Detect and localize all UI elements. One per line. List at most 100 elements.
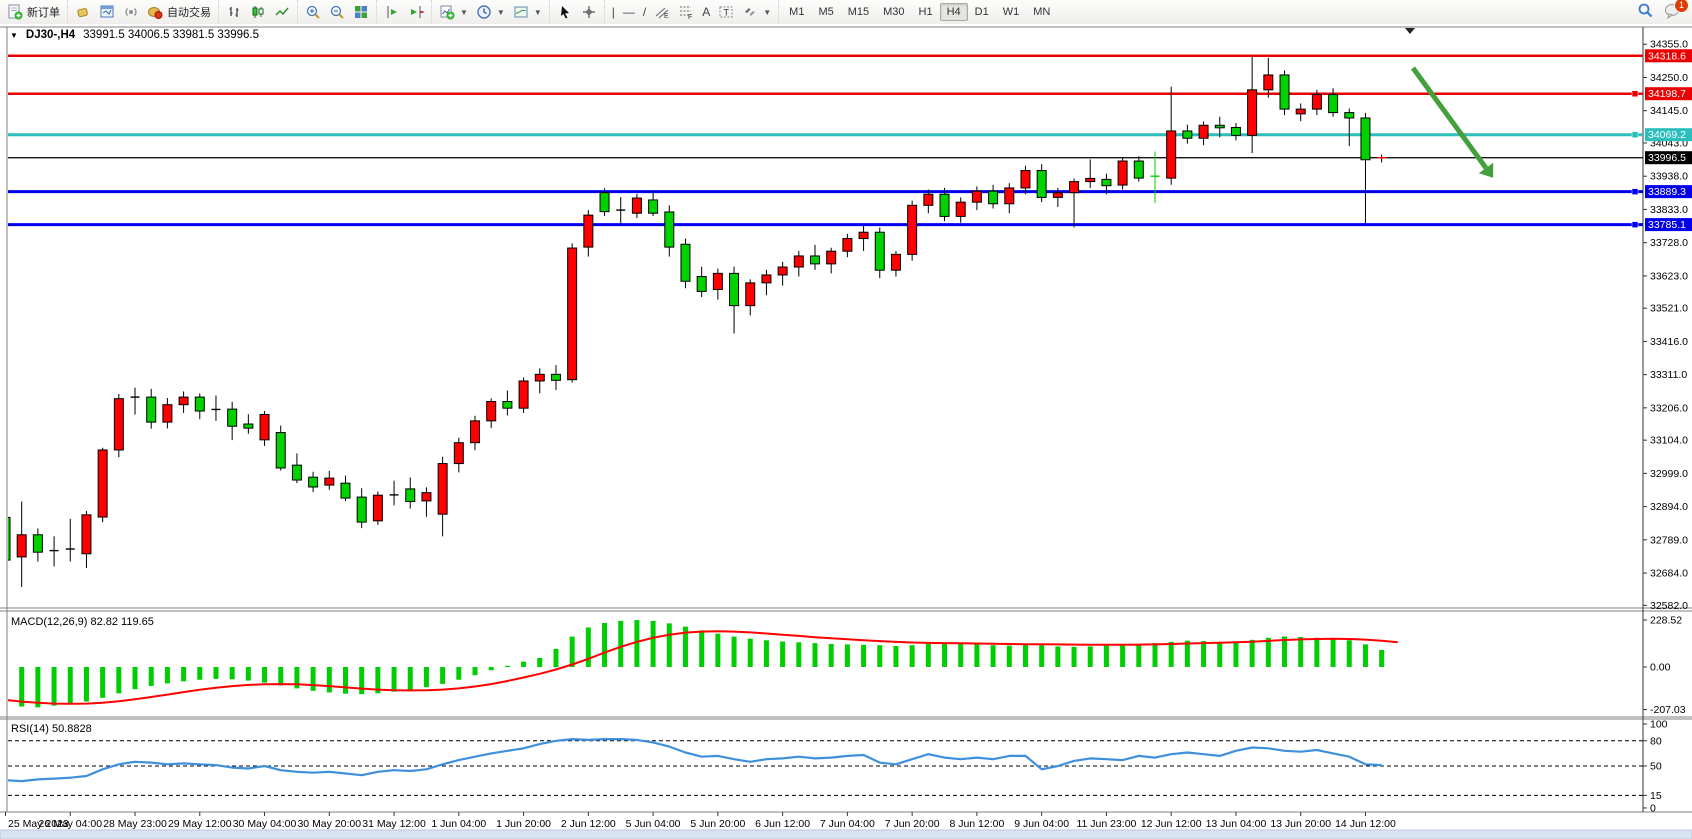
label-button[interactable]: T [714,1,738,23]
svg-text:34198.7: 34198.7 [1648,88,1686,100]
candle-17 [275,425,286,471]
autotrading-button[interactable]: 自动交易 [143,1,215,23]
candle-4 [65,518,75,562]
templates-button[interactable]: ▼ [509,1,546,23]
candle-74 [1198,121,1209,146]
search-icon[interactable] [1637,2,1654,22]
candle-71 [1150,151,1160,203]
timeframe-m5[interactable]: M5 [818,6,834,18]
timeframe-m30[interactable]: M30 [883,6,905,18]
candle-65 [1052,187,1063,207]
price-tick: 33416.0 [1650,336,1688,348]
candle-28 [453,437,464,473]
new-order-button[interactable]: 新订单 [3,1,64,23]
timeframe-h1[interactable]: H1 [918,6,933,18]
time-label: 5 Jun 20:00 [690,818,745,830]
timeframe-m1[interactable]: M1 [789,6,805,18]
candlestick-chart-button[interactable] [246,1,270,23]
text-button[interactable]: A [698,1,714,23]
zoom-in-button[interactable] [301,1,325,23]
fibonacci-icon: F [678,4,694,20]
fibonacci-button[interactable]: F [674,1,698,23]
bar-chart-button[interactable] [222,1,246,23]
candle-26 [421,487,432,517]
chevron-down-icon: ▼ [533,7,542,17]
line-chart-button[interactable] [270,1,294,23]
cursor-button[interactable] [553,1,577,23]
hline-handle-33889.3[interactable] [1631,188,1639,195]
timeframe-d1[interactable]: D1 [974,6,989,18]
candle-68 [1101,173,1112,195]
candle-81 [1311,89,1322,116]
macd-label: MACD(12,26,9) 82.82 119.65 [11,616,154,628]
timeframe-m15[interactable]: M15 [847,6,870,18]
chart-symbol-period: DJ30-,H4 [25,29,76,41]
candle-54 [874,227,885,279]
arrow-head [1478,162,1494,178]
toolbar: 新订单 自动交易 ▼ ▼ ▼ | — / E F A T ▼ M1 M5 M15 M30 H1 H4 D1 W1 MN 1 [0,0,1692,25]
new-order-button-label: 新订单 [27,7,60,19]
candle-72 [1166,86,1177,185]
chart-background [0,24,1692,839]
trend-arrow-object[interactable] [1410,66,1494,178]
timeframe-w1[interactable]: W1 [1002,6,1020,18]
rsi-tick: 80 [1650,735,1662,747]
chart-collapse-icon[interactable]: ▼ [10,30,18,40]
hline-handle-34198.7[interactable] [1631,90,1639,97]
horizontal-line-button[interactable]: — [619,1,639,23]
indicators-button[interactable]: ▼ [435,1,472,23]
market-watch-button[interactable] [71,1,95,23]
timeframe-mn[interactable]: MN [1033,6,1051,18]
signals-button[interactable] [119,1,143,23]
auto-scroll-icon [384,4,400,20]
candle-58 [939,187,950,222]
hline-handle-34069.2[interactable] [1631,131,1639,138]
candle-39 [631,193,642,218]
channel-button[interactable]: E [650,1,674,23]
candle-41 [664,205,675,257]
chart-shift-marker[interactable] [1405,28,1415,34]
candle-13 [211,395,221,421]
chat-badge: 1 [1674,0,1689,13]
time-label: 28 May 23:00 [103,818,167,830]
candle-77 [1247,56,1258,154]
vertical-line-button[interactable]: | [608,1,619,23]
price-tick: 32789.0 [1650,534,1688,546]
rsi-axis: 100 80 50 150 [1643,718,1668,814]
hline-handle-33785.1[interactable] [1631,221,1639,228]
timeframe-h4[interactable]: H4 [939,3,968,21]
candle-55 [890,250,901,277]
chart-shift-button[interactable] [404,1,428,23]
horizontal-line-objects[interactable] [8,54,1643,228]
svg-text:T: T [724,8,730,18]
time-label: 2 Jun 12:00 [561,818,616,830]
chart-shift-icon [408,4,424,20]
auto-scroll-button[interactable] [380,1,404,23]
crosshair-button[interactable] [577,1,601,23]
data-window-button[interactable] [95,1,119,23]
price-tick: 32894.0 [1650,501,1688,513]
chart-header: ▼ DJ30-,H4 33991.5 34006.5 33981.5 33996… [10,29,259,41]
svg-text:34069.2: 34069.2 [1648,129,1686,141]
price-tick: 32582.0 [1650,600,1688,612]
trendline-button[interactable]: / [639,1,650,23]
indicators-icon [439,4,455,20]
time-label: 9 Jun 04:00 [1014,818,1069,830]
arrows-button[interactable]: ▼ [738,1,775,23]
tile-windows-button[interactable] [349,1,373,23]
periods-button[interactable]: ▼ [472,1,509,23]
zoom-out-button[interactable] [325,1,349,23]
arrow-shaft[interactable] [1410,66,1489,170]
chat-button[interactable]: 1 [1664,0,1689,22]
periods-icon [476,4,492,20]
zoom-in-icon [305,4,321,20]
price-axis[interactable]: 34355.034250.034145.034043.033938.033833… [1643,39,1692,612]
price-tick: 33833.0 [1650,204,1688,216]
candle-23 [372,491,383,525]
candle-7 [113,393,124,458]
tile-windows-icon [353,4,369,20]
candle-60 [971,186,982,211]
chevron-down-icon: ▼ [763,7,772,17]
candle-59 [955,197,966,223]
